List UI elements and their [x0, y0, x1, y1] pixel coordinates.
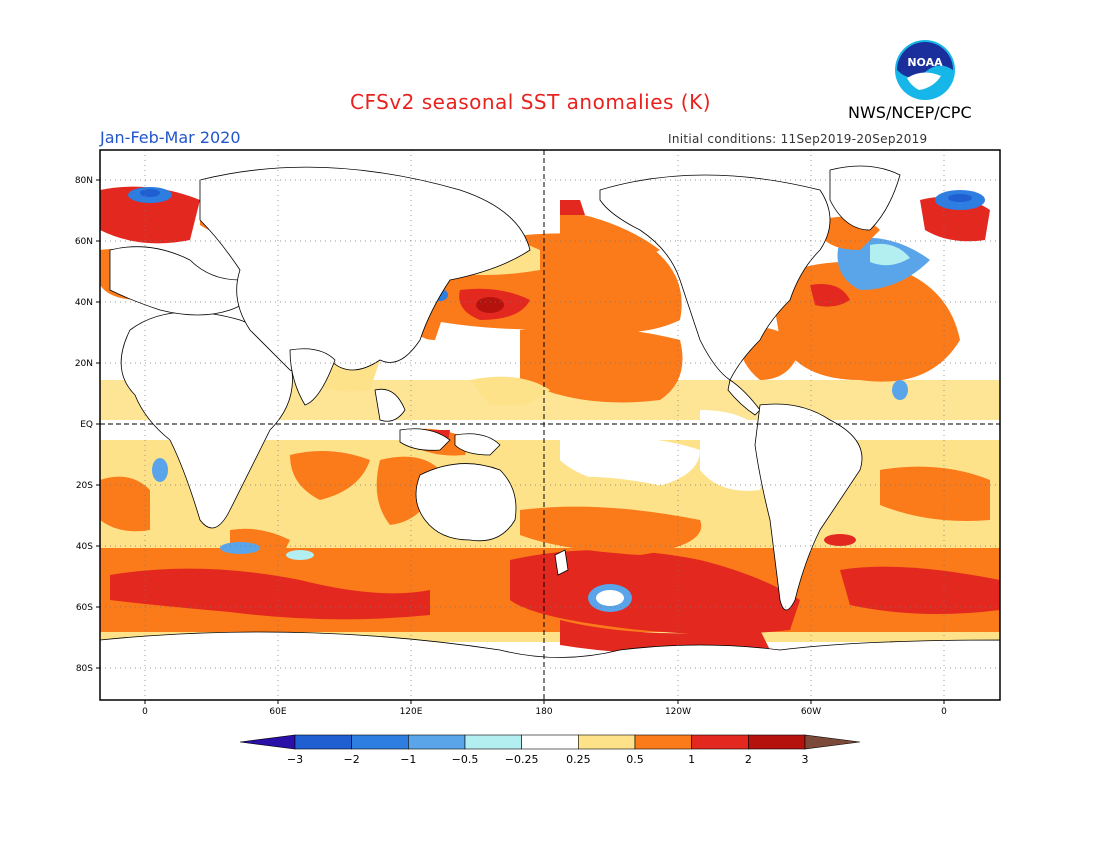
noaa-logo-text: NOAA — [907, 56, 943, 69]
lat-label-40s: 40S — [76, 542, 93, 552]
colorbar-label: 2 — [745, 753, 752, 766]
lon-label-0-west: 0 — [142, 707, 148, 717]
colorbar-extend-low — [239, 734, 296, 750]
lon-label-0-east: 0 — [941, 707, 947, 717]
colorbar-label: −3 — [287, 753, 303, 766]
lat-label-40n: 40N — [75, 298, 93, 308]
lat-labels: 80N 60N 40N 20N EQ 20S 40S 60S 80S — [75, 176, 93, 674]
colorbar-label: 0.5 — [626, 753, 644, 766]
colorbar-label: 1 — [688, 753, 695, 766]
colorbar-label: 0.25 — [566, 753, 591, 766]
lon-label-180: 180 — [535, 707, 552, 717]
axis-ticks — [96, 179, 945, 704]
colorbar-label: 3 — [802, 753, 809, 766]
colorbar-label: −1 — [400, 753, 416, 766]
sst-anomaly-map: 80N 60N 40N 20N EQ 20S 40S 60S 80S 0 60E… — [75, 149, 1001, 717]
lat-label-eq: EQ — [80, 420, 93, 430]
lon-labels: 0 60E 120E 180 120W 60W 0 — [142, 707, 947, 717]
lat-label-20n: 20N — [75, 359, 93, 369]
colorbar-label: −2 — [344, 753, 360, 766]
map-title: CFSv2 seasonal SST anomalies (K) — [350, 90, 711, 114]
lon-label-120w: 120W — [665, 707, 691, 717]
lat-label-60n: 60N — [75, 237, 93, 247]
colorbar-swatch — [634, 734, 692, 750]
colorbar-swatch — [521, 734, 579, 750]
noaa-logo: NOAA — [895, 40, 955, 100]
colorbar-swatch — [748, 734, 806, 750]
lat-label-20s: 20S — [76, 481, 93, 491]
graticule — [100, 150, 1000, 700]
lon-label-60w: 60W — [801, 707, 821, 717]
colorbar-swatch — [351, 734, 409, 750]
agency-label: NWS/NCEP/CPC — [848, 103, 972, 122]
colorbar-swatches — [239, 734, 861, 750]
colorbar-swatch — [691, 734, 749, 750]
initial-conditions: Initial conditions: 11Sep2019-20Sep2019 — [668, 132, 928, 146]
map-frame — [99, 149, 1001, 701]
lat-label-80s: 80S — [76, 664, 93, 674]
colorbar-labels: −3 −2 −1 −0.5 −0.25 0.25 0.5 1 2 3 — [287, 753, 809, 766]
forecast-period: Jan-Feb-Mar 2020 — [100, 128, 241, 147]
colorbar-extend-high — [804, 734, 861, 750]
lat-label-60s: 60S — [76, 603, 93, 613]
lat-label-80n: 80N — [75, 176, 93, 186]
colorbar-swatch — [578, 734, 636, 750]
colorbar-swatch — [408, 734, 466, 750]
colorbar-swatch — [294, 734, 352, 750]
lon-label-60e: 60E — [269, 707, 286, 717]
colorbar-label: −0.5 — [452, 753, 479, 766]
lon-label-120e: 120E — [400, 707, 423, 717]
colorbar-label: −0.25 — [505, 753, 539, 766]
continents — [100, 165, 1000, 700]
colorbar-swatch — [464, 734, 522, 750]
